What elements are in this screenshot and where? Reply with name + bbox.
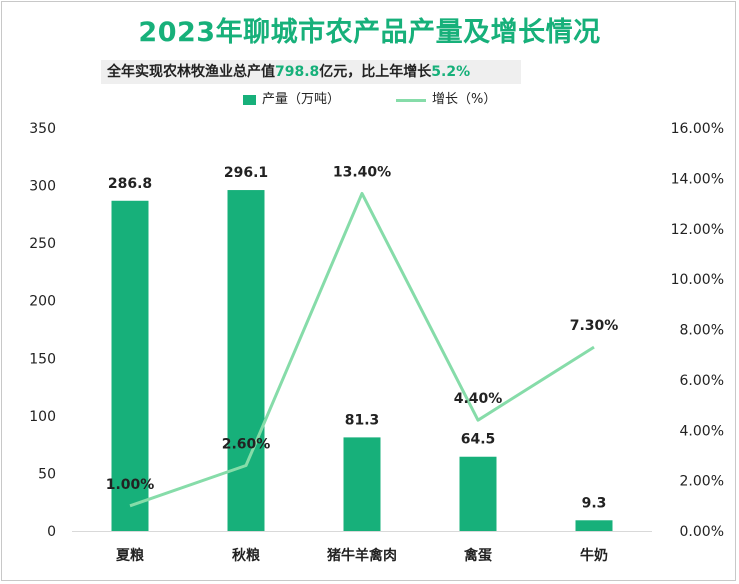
chart-title: 2023年聊城市农产品产量及增长情况: [138, 17, 601, 48]
y-left-tick-label: 250: [29, 236, 56, 252]
bar: [459, 456, 497, 531]
category-label: 牛奶: [580, 547, 608, 564]
y-right-tick-label: 4.00%: [680, 423, 724, 439]
line-data-label: 2.60%: [222, 437, 271, 453]
y-right-tick-label: 2.00%: [680, 474, 724, 490]
y-right-tick-label: 12.00%: [671, 222, 724, 238]
category-label: 秋粮: [232, 547, 261, 564]
legend-line-swatch: [396, 99, 426, 102]
y-right-tick-label: 6.00%: [680, 373, 724, 389]
category-label: 猪牛羊禽肉: [326, 547, 397, 564]
y-right-tick-label: 10.00%: [671, 272, 724, 288]
category-label: 夏粮: [116, 547, 145, 564]
y-right-tick-label: 0.00%: [680, 524, 724, 540]
subtitle-prefix: 全年实现农林牧渔业总产值: [107, 64, 275, 80]
y-right-tick-label: 16.00%: [671, 121, 724, 137]
bar-data-label: 64.5: [461, 432, 496, 448]
growth-line: [129, 191, 595, 508]
y-left-tick-label: 200: [29, 294, 56, 310]
subtitle-value-output: 798.8: [275, 64, 320, 80]
line-data-label: 13.40%: [333, 164, 391, 180]
chart-subtitle: 全年实现农林牧渔业总产值798.8亿元，比上年增长5.2%: [101, 60, 521, 84]
bar: [343, 437, 381, 531]
subtitle-middle: 亿元，比上年增长: [319, 64, 432, 80]
bar-data-label: 286.8: [108, 176, 152, 192]
chart-legend: 产量（万吨） 增长（%）: [0, 91, 739, 109]
y-right-tick-label: 8.00%: [680, 323, 724, 339]
category-label: 禽蛋: [463, 547, 492, 564]
bar: [111, 200, 149, 532]
y-left-tick-label: 100: [29, 409, 56, 425]
y-left-tick-label: 150: [29, 351, 56, 367]
y-right-tick-label: 14.00%: [671, 171, 724, 187]
y-left-tick-label: 0: [47, 524, 56, 540]
bar-data-label: 9.3: [582, 495, 607, 511]
bar-data-label: 81.3: [345, 412, 380, 428]
subtitle-value-growth: 5.2%: [431, 64, 471, 80]
y-left-tick-label: 50: [38, 466, 56, 482]
line-data-label: 7.30%: [570, 318, 619, 334]
line-data-label: 1.00%: [106, 477, 155, 493]
bar: [575, 520, 613, 531]
bar: [227, 190, 265, 531]
legend-bar-swatch: [243, 95, 256, 105]
legend-bar-label: 产量（万吨）: [262, 92, 341, 107]
legend-line-label: 增长（%）: [432, 92, 497, 107]
line-data-label: 4.40%: [454, 391, 503, 407]
y-left-tick-label: 350: [29, 121, 56, 137]
y-left-tick-label: 300: [29, 179, 56, 195]
bar-data-label: 296.1: [224, 165, 268, 181]
